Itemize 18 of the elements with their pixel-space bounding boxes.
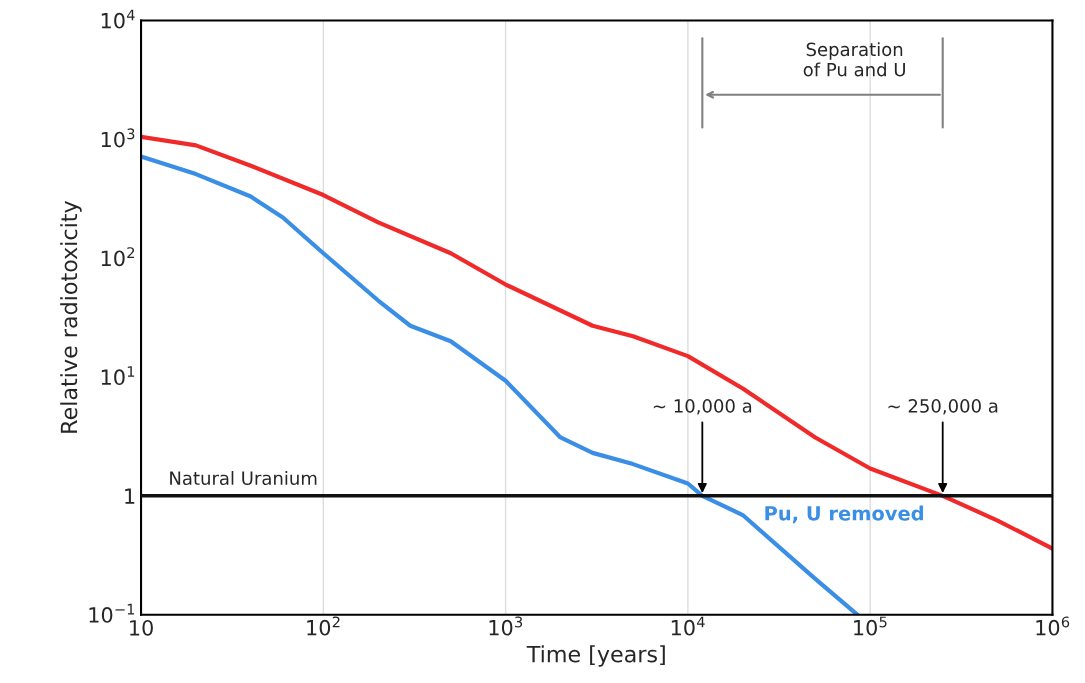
x-tick-label: 10$^{6}$ [1036, 616, 1070, 636]
y-tick-label: 1 [125, 488, 135, 504]
y-axis-title: Relative radiotoxicity [60, 201, 82, 433]
y-tick-label: 10$^{2}$ [101, 247, 135, 267]
x-tick-label: 10$^{4}$ [671, 616, 705, 636]
x-tick-label: 10 [130, 619, 153, 636]
x-tick-label: 10$^{5}$ [854, 616, 887, 636]
x-axis-title: Time [years] [526, 645, 665, 667]
annotation: ~ 10,000 a [653, 399, 752, 415]
x-tick-label: 10$^{3}$ [489, 616, 523, 636]
y-tick-label: 10$^{3}$ [101, 128, 135, 148]
y-tick-label: 10$^{4}$ [101, 9, 135, 29]
y-tick-label: 10$^{1}$ [101, 366, 135, 386]
ref-line-label: Natural Uranium [170, 471, 317, 485]
annotation: ~ 250,000 a [888, 399, 998, 415]
x-tick-label: 10$^{2}$ [307, 616, 340, 636]
series-label: Pu, U removed [765, 505, 923, 524]
annotation: Separation of Pu and U [803, 42, 905, 77]
